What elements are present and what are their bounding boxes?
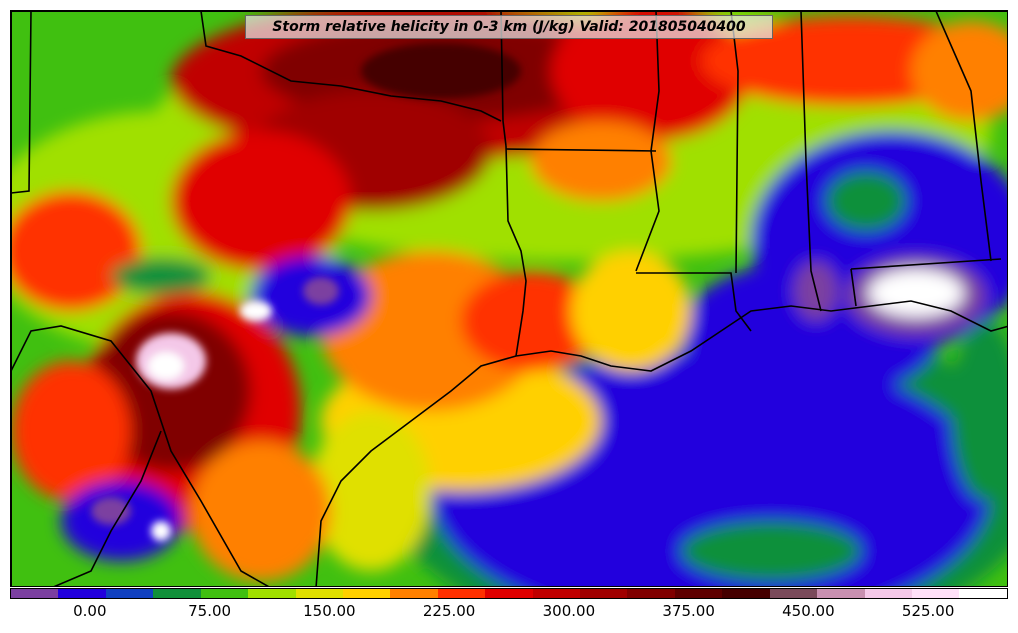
colorbar-tick-label: 525.00 xyxy=(901,602,955,620)
colorbar-segment xyxy=(200,589,249,598)
colorbar-segment xyxy=(769,589,818,598)
colorbar-segment xyxy=(627,589,675,598)
colorbar-segment xyxy=(342,589,391,598)
colorbar-segment xyxy=(105,589,154,598)
colorbar-segment xyxy=(674,589,723,598)
helicity-maxima xyxy=(91,43,521,541)
colorbar-segment xyxy=(864,589,913,598)
colorbar-segment xyxy=(722,589,770,598)
state-boundaries xyxy=(11,11,1002,586)
colorbar-tick-label: 150.00 xyxy=(303,602,356,620)
colorbar-segment xyxy=(532,589,581,598)
colorbar-tick-label: 0.00 xyxy=(73,602,107,620)
map-title: Storm relative helicity in 0-3 km (J/kg)… xyxy=(245,15,773,39)
colorbar-segment xyxy=(912,589,960,598)
colorbar-tick-label: 75.00 xyxy=(188,602,232,620)
colorbar-segment xyxy=(817,589,865,598)
colorbar-tick-labels: 0.00 75.00 150.00 225.00 300.00 375.00 450.00 5… xyxy=(10,602,1008,624)
helicity-contours xyxy=(11,11,1007,586)
colorbar-tick-label: 225.00 xyxy=(422,602,476,620)
colorbar-segment xyxy=(437,589,486,598)
colorbar-segment xyxy=(959,589,1007,598)
colorbar-segment xyxy=(580,589,628,598)
colorbar-segment xyxy=(295,589,343,598)
helicity-field-map xyxy=(11,11,1007,586)
colorbar xyxy=(10,588,1008,599)
colorbar-segment xyxy=(390,589,438,598)
coastline xyxy=(315,300,1007,586)
colorbar-segment xyxy=(11,589,59,598)
colorbar-segment xyxy=(248,589,296,598)
colorbar-tick-label: 450.00 xyxy=(782,602,835,620)
colorbar-tick-label: 375.00 xyxy=(662,602,715,620)
colorbar-segment xyxy=(153,589,201,598)
colorbar-tick-label: 300.00 xyxy=(542,602,596,620)
map-panel xyxy=(10,10,1008,587)
colorbar-segment xyxy=(485,589,533,598)
colorbar-segment xyxy=(58,589,106,598)
